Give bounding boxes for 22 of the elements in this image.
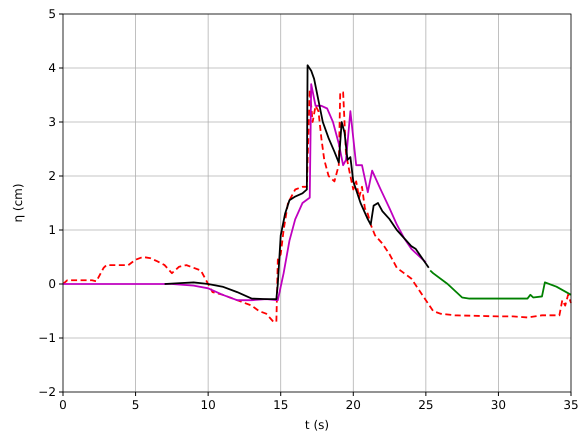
line-series (62, 88, 572, 323)
x-tick-label: 30 (490, 398, 506, 412)
x-tick-label: 35 (563, 398, 579, 412)
y-tick-label: 4 (48, 61, 56, 75)
x-tick-label: 25 (418, 398, 434, 412)
x-tick-label: 15 (273, 398, 288, 412)
y-tick-label: 3 (48, 115, 56, 129)
x-tick-label: 5 (132, 398, 140, 412)
x-tick-label: 10 (200, 398, 216, 412)
y-tick-label: −2 (38, 385, 56, 399)
y-tick-label: 0 (48, 277, 56, 291)
y-tick-label: 2 (48, 169, 56, 183)
y-tick-label: 5 (48, 7, 56, 21)
x-axis-title: t (s) (304, 418, 330, 432)
y-tick-label: 1 (48, 223, 56, 237)
line-series (429, 270, 572, 300)
y-tick-label: −1 (38, 331, 56, 345)
x-tick-label: 0 (59, 398, 67, 412)
x-tick-label: 20 (346, 398, 361, 412)
y-axis-title: η (cm) (11, 183, 25, 223)
line-series (62, 83, 427, 302)
line-series (164, 64, 430, 300)
